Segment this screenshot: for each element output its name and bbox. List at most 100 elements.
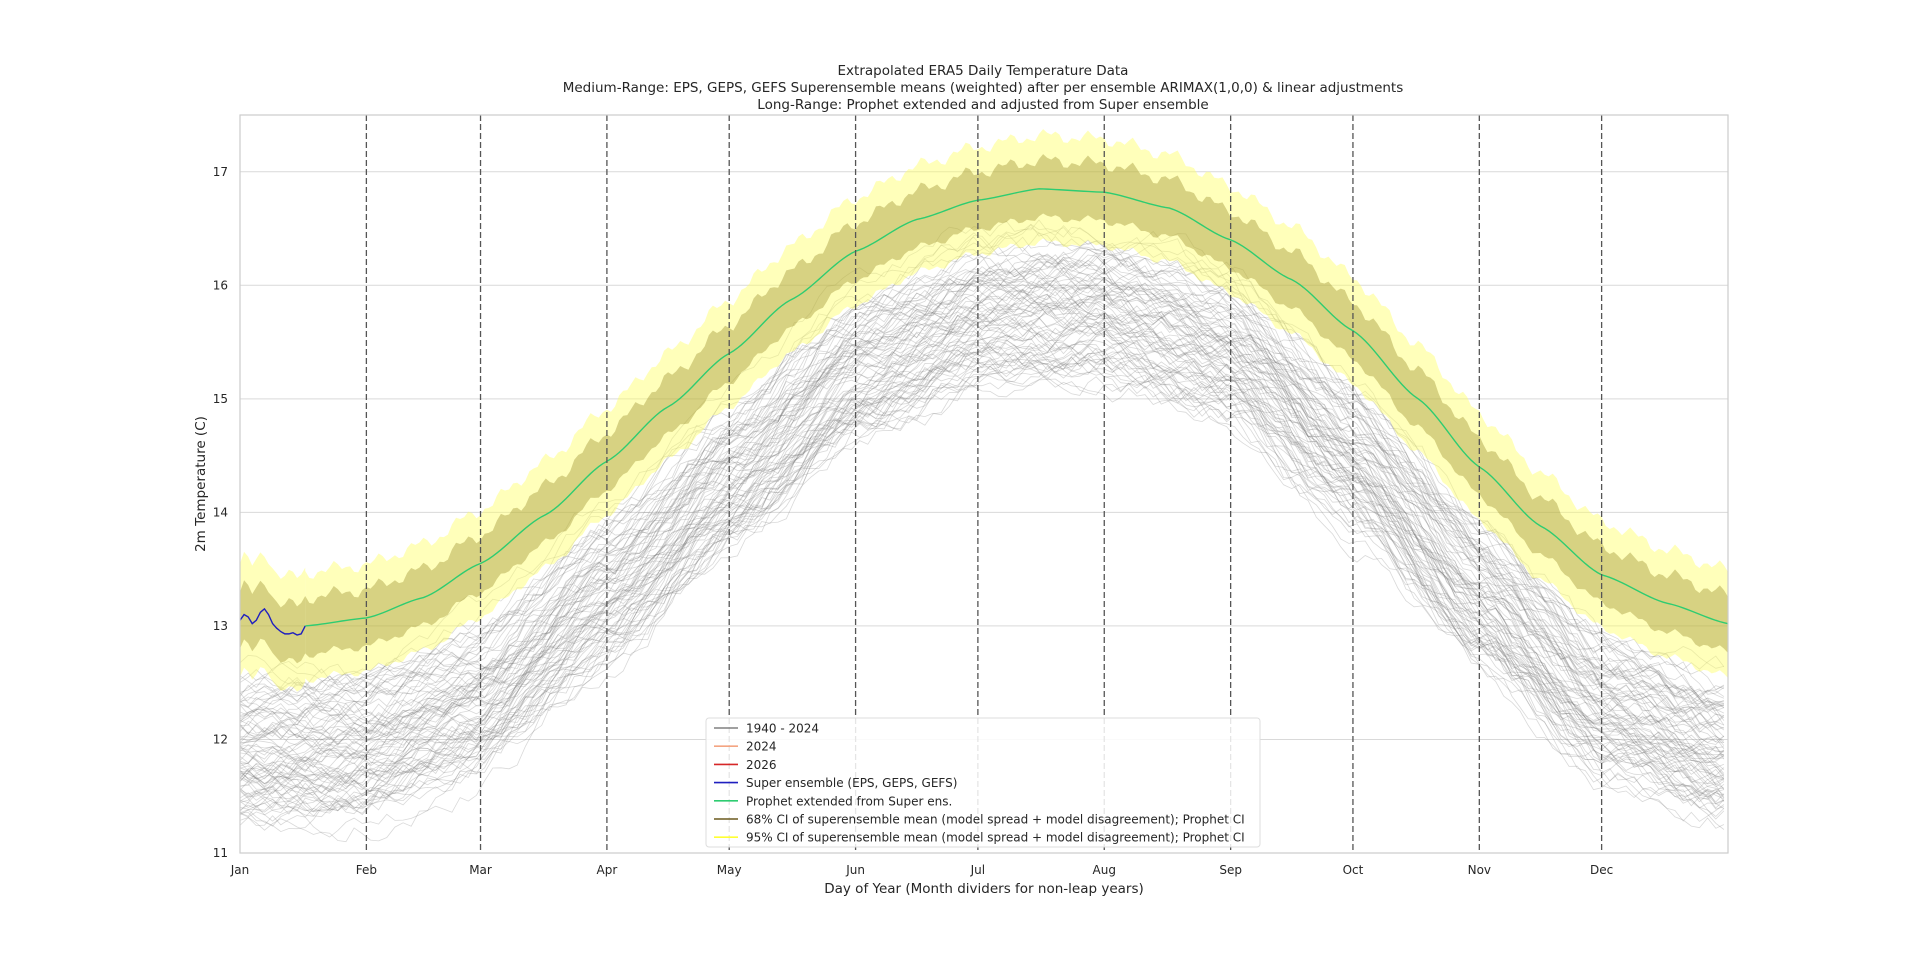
y-tick-label: 16 [213,278,228,292]
title-line-1: Extrapolated ERA5 Daily Temperature Data [838,63,1129,79]
historical-line-1993 [239,287,1725,749]
historical-line-1951 [239,333,1725,813]
historical-line-2012 [239,302,1725,812]
historical-line-1964 [239,253,1725,735]
x-tick-label: Nov [1468,863,1491,877]
y-tick-label: 13 [213,619,228,633]
historical-line-1969 [239,291,1725,771]
historical-line-2001 [239,267,1725,733]
historical-line-1976 [239,344,1725,829]
legend-label: 95% CI of superensemble mean (model spre… [746,831,1245,845]
ci95-band-prophet [305,129,1728,683]
historical-line-2007 [239,252,1725,726]
historical-line-1990 [239,283,1725,760]
x-axis-label: Day of Year (Month dividers for non-leap… [824,881,1144,897]
historical-line-2009 [239,293,1725,765]
ci68-band-super-ensemble [240,580,306,664]
legend-label: 2024 [746,740,777,754]
historical-line-2023 [239,276,1724,719]
historical-line-1998 [239,307,1725,793]
plot-frame [239,114,1729,854]
historical-line-1946 [239,322,1725,795]
historical-line-1979 [239,302,1725,780]
historical-line-1941 [239,350,1725,830]
historical-line-1986 [239,310,1725,796]
historical-line-1970 [239,346,1725,833]
historical-line-2011 [239,249,1725,709]
historical-line-1973 [239,255,1725,740]
ci95-band-super-ensemble [240,551,306,692]
historical-line-1995 [239,271,1725,736]
historical-line-1963 [239,313,1725,784]
historical-line-1947 [239,334,1725,809]
title-line-2: Medium-Range: EPS, GEPS, GEFS Superensem… [563,80,1404,96]
x-tick-label: Apr [597,863,618,877]
x-tick-label: Jun [845,863,865,877]
x-tick-label: Mar [469,863,492,877]
legend-label: Super ensemble (EPS, GEPS, GEFS) [746,776,957,790]
historical-line-1944 [239,321,1725,795]
legend: 1940 - 2024 2024 2026 Super ensemble (EPS, … [705,717,1261,848]
historical-line-1965 [239,343,1725,809]
historical-line-1955 [239,368,1725,807]
historical-line-2017 [239,323,1725,788]
historical-line-2002 [239,252,1725,708]
historical-line-1967 [239,277,1725,738]
historical-line-1987 [239,301,1724,756]
historical-line-1999 [239,305,1725,769]
historical-line-1943 [239,293,1725,763]
prophet-line [305,188,1729,627]
historical-line-1971 [239,265,1725,731]
historical-line-2024 [239,309,1725,785]
historical-line-1958 [239,342,1724,818]
historical-line-2008 [239,248,1725,718]
historical-line-1983 [239,326,1725,805]
historical-line-1997 [239,297,1725,771]
historical-line-1980 [239,290,1725,777]
ci68-band-prophet [305,154,1728,658]
x-tick-label: Dec [1590,863,1613,877]
historical-line-2022 [239,235,1724,716]
historical-line-1950 [239,307,1725,778]
gridlines [240,171,1728,854]
x-tick-label: Sep [1219,863,1242,877]
x-tick-labels: Jan Feb Mar Apr May Jun Jul Aug Sep Oct Nov Dec [230,863,1613,877]
historical-line-1945 [239,277,1725,740]
historical-line-1968 [239,246,1725,726]
historical-line-1984 [239,345,1725,809]
title-line-3: Long-Range: Prophet extended and adjuste… [757,97,1208,113]
historical-line-2019 [239,223,1724,691]
historical-line-1982 [239,321,1724,784]
historical-line-1948 [239,361,1725,822]
historical-line-1981 [239,269,1724,742]
historical-line-2004 [239,341,1725,802]
historical-line-1977 [239,365,1725,814]
historical-line-2015 [239,276,1725,762]
historical-line-1954 [239,378,1725,812]
legend-label: 68% CI of superensemble mean (model spre… [746,813,1245,827]
historical-line-1962 [239,295,1724,751]
historical-line-1942 [239,361,1725,838]
historical-line-1974 [239,317,1724,785]
historical-line-1972 [239,270,1725,721]
historical-line-1952 [239,271,1725,746]
historical-line-1957 [239,295,1724,779]
historical-line-2014 [239,232,1724,704]
historical-line-1975 [239,346,1725,810]
historical-line-2013 [239,315,1725,791]
x-tick-label: Oct [1343,863,1364,877]
historical-line-2005 [239,223,1725,711]
historical-line-1985 [239,316,1725,818]
y-tick-label: 11 [213,846,228,860]
y-tick-label: 17 [213,165,228,179]
y-tick-labels: 11 12 13 14 15 16 17 [213,165,228,860]
historical-line-1994 [239,247,1725,720]
x-tick-label: Jan [230,863,250,877]
forecast-lines [239,188,1729,636]
historical-line-1992 [239,254,1725,739]
y-axis-label: 2m Temperature (C) [193,416,209,552]
historical-line-1949 [239,338,1725,815]
historical-line-2016 [239,235,1725,691]
historical-line-1978 [239,297,1725,785]
legend-label: 1940 - 2024 [746,722,819,736]
